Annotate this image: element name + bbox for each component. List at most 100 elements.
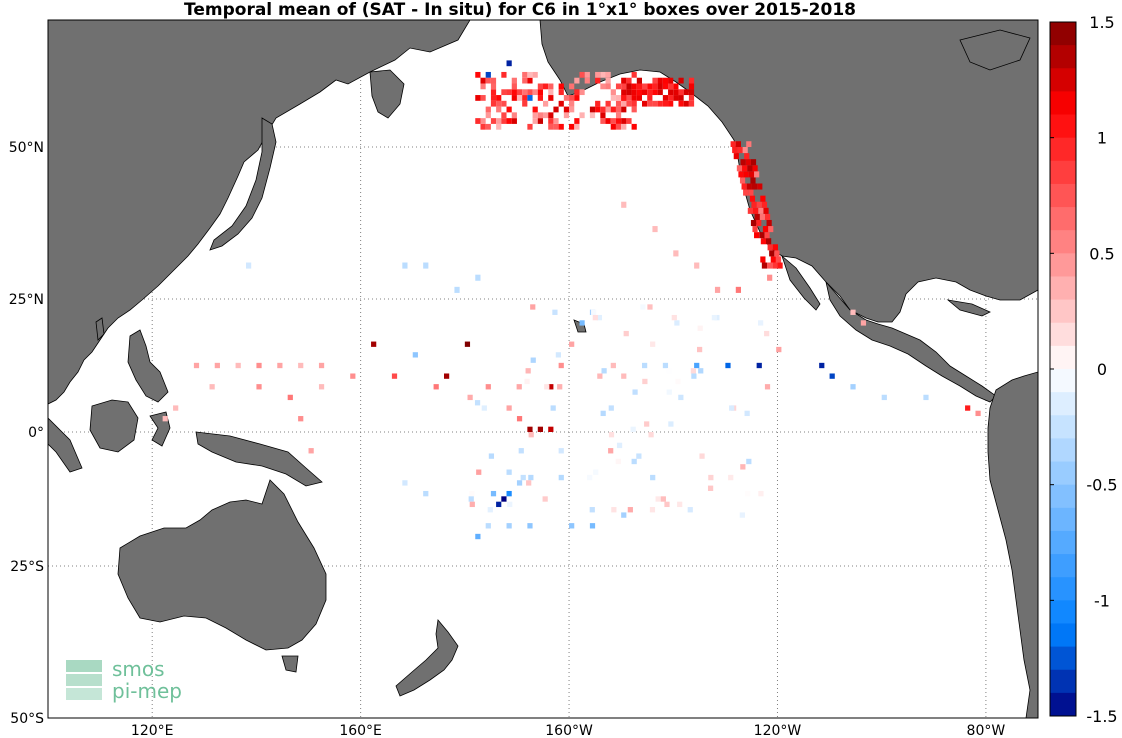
data-box	[527, 523, 533, 529]
data-box	[209, 384, 215, 390]
data-box	[777, 262, 783, 269]
data-box	[819, 362, 825, 369]
data-box	[530, 304, 536, 310]
data-box	[574, 118, 580, 124]
data-box	[548, 89, 554, 96]
data-box	[662, 83, 669, 90]
lat-tick-label: 25°N	[9, 292, 44, 308]
data-box	[850, 384, 856, 390]
data-box	[668, 95, 674, 101]
lat-tick-label: 50°S	[10, 711, 44, 727]
data-box	[615, 123, 622, 130]
data-box	[298, 416, 304, 422]
data-box	[537, 118, 543, 124]
data-box	[527, 123, 533, 130]
data-box	[584, 77, 590, 84]
data-box	[730, 141, 736, 147]
data-box	[749, 195, 756, 202]
data-box	[725, 362, 731, 369]
data-box	[881, 394, 887, 401]
data-box	[246, 262, 252, 269]
data-box	[735, 286, 741, 293]
greenland	[959, 29, 1031, 71]
data-box	[652, 77, 658, 84]
data-box	[657, 89, 663, 96]
data-box	[600, 410, 606, 417]
data-box	[615, 458, 621, 465]
data-box	[756, 219, 762, 227]
data-box	[532, 112, 538, 119]
data-box	[553, 118, 559, 124]
data-box	[548, 426, 554, 432]
colorbar-segment	[1050, 507, 1076, 532]
colorbar-tick-label: 1.5	[1089, 13, 1114, 32]
colorbar-segment	[1050, 299, 1076, 324]
data-box	[480, 95, 486, 101]
data-box	[775, 256, 782, 263]
data-box	[589, 112, 596, 119]
lon-tick-label: 120°W	[754, 723, 802, 738]
colorbar-tick-label: 1	[1097, 129, 1107, 148]
data-box	[630, 426, 636, 432]
data-box	[601, 368, 607, 374]
data-box	[615, 100, 622, 107]
data-box	[605, 106, 611, 113]
data-box	[490, 89, 497, 96]
data-box	[742, 147, 748, 154]
data-box	[747, 165, 753, 172]
data-box	[524, 378, 530, 385]
data-box	[745, 159, 751, 166]
data-box	[543, 100, 549, 107]
data-box	[615, 95, 622, 101]
data-box	[511, 89, 517, 96]
data-box	[600, 112, 606, 119]
data-box	[758, 490, 764, 497]
data-box	[657, 83, 663, 90]
colorbar-tick-label: -1	[1094, 591, 1110, 610]
data-box	[647, 83, 653, 90]
data-box	[743, 189, 749, 196]
data-box	[563, 112, 570, 119]
data-box	[605, 118, 611, 124]
data-box	[673, 89, 679, 96]
data-box	[569, 523, 575, 529]
data-box	[516, 384, 522, 390]
data-box	[647, 89, 653, 96]
data-box	[569, 106, 575, 113]
data-box	[536, 373, 542, 379]
data-box	[757, 183, 763, 190]
data-box	[636, 95, 642, 101]
data-box	[522, 95, 528, 101]
data-box	[746, 141, 752, 147]
data-box	[555, 352, 561, 358]
data-box	[733, 153, 739, 160]
data-box	[738, 171, 744, 178]
data-box	[631, 83, 637, 90]
data-box	[595, 100, 601, 107]
data-box	[518, 448, 524, 454]
data-box	[610, 123, 616, 130]
data-box	[615, 106, 622, 113]
data-box	[537, 426, 543, 432]
data-box	[742, 165, 748, 172]
colorbar-segment	[1050, 577, 1076, 601]
data-box	[530, 357, 536, 363]
data-box	[688, 77, 695, 84]
data-box	[474, 400, 481, 406]
data-box	[615, 112, 622, 119]
data-box	[501, 100, 507, 107]
data-box	[732, 147, 738, 154]
data-box	[605, 83, 611, 90]
data-box	[694, 262, 700, 269]
data-box	[496, 118, 502, 124]
data-box	[652, 89, 658, 96]
data-box	[584, 71, 590, 78]
data-box	[595, 77, 601, 84]
data-box	[516, 480, 523, 486]
data-box	[475, 533, 481, 540]
data-box	[467, 394, 473, 401]
data-box	[657, 100, 663, 107]
data-box	[647, 100, 653, 107]
data-box	[688, 100, 695, 107]
data-box	[648, 432, 654, 438]
